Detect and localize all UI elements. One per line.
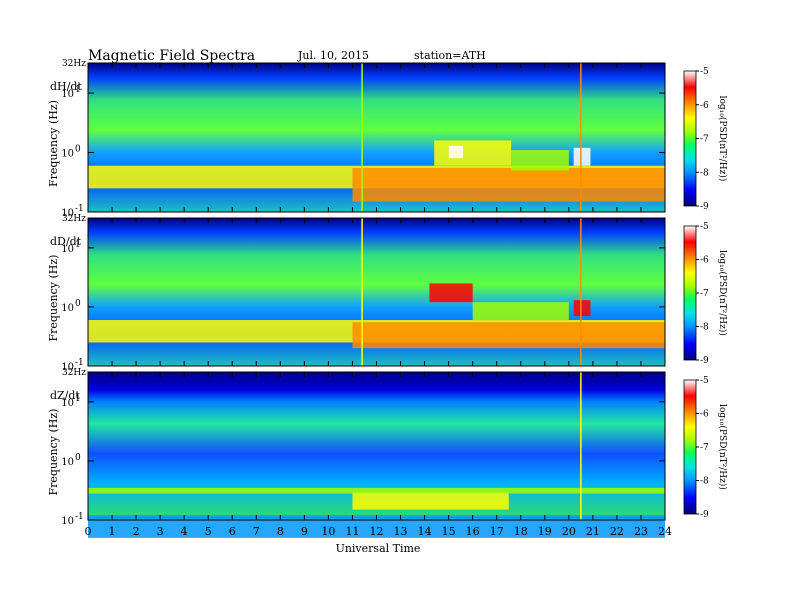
- x-tick-label: 21: [586, 525, 600, 538]
- x-tick-label: 23: [634, 525, 648, 538]
- colorbar-tick-label: -5: [700, 222, 709, 232]
- x-tick-label: 1: [109, 525, 116, 538]
- colorbar-tick-label: -5: [700, 67, 709, 77]
- y-top-label: 32Hz: [62, 214, 86, 224]
- spectral-band: [352, 167, 665, 202]
- spectral-band: [88, 487, 665, 494]
- colorbar-tick-label: -5: [700, 376, 709, 386]
- spectral-band: [573, 300, 591, 317]
- component-label: dZ/dt: [50, 389, 80, 402]
- y-axis-label: Frequency (Hz): [47, 409, 60, 496]
- y-tick-label: 10: [61, 457, 74, 468]
- colorbar-tick-label: -8: [700, 477, 709, 487]
- y-tick-exponent: 0: [75, 145, 81, 155]
- spectral-band: [434, 140, 512, 166]
- x-tick-label: 20: [562, 525, 576, 538]
- y-tick-label: 10: [61, 398, 74, 409]
- x-tick-label: 3: [157, 525, 164, 538]
- colorbar-tick-label: -9: [700, 510, 709, 520]
- component-label: dD/dt: [50, 235, 82, 248]
- colorbar: [683, 225, 697, 361]
- y-tick-label: 10: [61, 89, 74, 100]
- x-tick-label: 22: [610, 525, 624, 538]
- x-tick-label: 5: [205, 525, 212, 538]
- y-top-label: 32Hz: [62, 59, 86, 69]
- x-tick-label: 12: [370, 525, 384, 538]
- x-axis-label: Universal Time: [336, 542, 421, 555]
- y-tick-label: 10: [61, 362, 74, 373]
- x-tick-label: 14: [418, 525, 432, 538]
- y-tick-exponent: 1: [75, 394, 81, 404]
- y-tick-label: 10: [61, 244, 74, 255]
- x-tick-label: 6: [229, 525, 236, 538]
- x-tick-label: 18: [514, 525, 528, 538]
- y-tick-exponent: -1: [75, 358, 84, 368]
- component-label: dH/dt: [50, 80, 82, 93]
- y-tick-exponent: 1: [75, 240, 81, 250]
- y-tick-label: 10: [61, 516, 74, 527]
- colorbar-label: log₁₀(PSD(nT²/Hz)): [717, 250, 728, 336]
- spectral-band: [429, 283, 473, 303]
- spectral-band: [472, 302, 569, 321]
- y-tick-label: 10: [61, 149, 74, 160]
- colorbar-tick-label: -6: [700, 256, 709, 266]
- y-top-label: 32Hz: [62, 368, 86, 378]
- spectral-band: [352, 322, 665, 349]
- x-tick-label: 13: [394, 525, 408, 538]
- x-tick-label: 0: [85, 525, 92, 538]
- colorbar-tick-label: -8: [700, 323, 709, 333]
- spectral-band: [352, 491, 509, 510]
- x-tick-label: 7: [253, 525, 260, 538]
- spectral-band: [511, 150, 569, 171]
- chart-date: Jul. 10, 2015: [297, 49, 369, 62]
- y-tick-exponent: -1: [75, 204, 84, 214]
- colorbar-tick-label: -7: [700, 135, 709, 145]
- x-tick-label: 8: [277, 525, 284, 538]
- colorbar: [683, 379, 697, 515]
- y-tick-exponent: 0: [75, 299, 81, 309]
- y-tick-label: 10: [61, 303, 74, 314]
- x-tick-label: 4: [181, 525, 188, 538]
- colorbar-label: log₁₀(PSD(nT²/Hz)): [717, 96, 728, 182]
- x-tick-label: 19: [538, 525, 552, 538]
- colorbar-tick-label: -7: [700, 443, 709, 453]
- y-tick-label: 10: [61, 208, 74, 219]
- y-tick-exponent: -1: [75, 512, 84, 522]
- y-tick-exponent: 0: [75, 453, 81, 463]
- x-tick-label: 16: [466, 525, 480, 538]
- colorbar-label: log₁₀(PSD(nT²/Hz)): [717, 404, 728, 490]
- spectral-band: [573, 147, 591, 166]
- colorbar-tick-label: -9: [700, 202, 709, 212]
- colorbar-tick-label: -6: [700, 410, 709, 420]
- colorbar-tick-label: -8: [700, 168, 709, 178]
- spectral-band: [88, 515, 665, 538]
- x-tick-label: 2: [133, 525, 140, 538]
- colorbar-tick-label: -9: [700, 356, 709, 366]
- colorbar: [683, 70, 697, 207]
- x-tick-label: 15: [442, 525, 456, 538]
- spectral-band: [448, 145, 464, 159]
- x-tick-label: 10: [321, 525, 335, 538]
- x-tick-label: 24: [658, 525, 672, 538]
- chart-title: Magnetic Field Spectra: [88, 48, 255, 64]
- colorbar-tick-label: -6: [700, 101, 709, 111]
- x-tick-label: 17: [490, 525, 504, 538]
- colorbar-tick-label: -7: [700, 289, 709, 299]
- chart-station: station=ATH: [414, 49, 486, 62]
- y-axis-label: Frequency (Hz): [47, 255, 60, 342]
- x-tick-label: 11: [345, 525, 359, 538]
- x-tick-label: 9: [301, 525, 308, 538]
- y-tick-exponent: 1: [75, 85, 81, 95]
- y-axis-label: Frequency (Hz): [47, 100, 60, 187]
